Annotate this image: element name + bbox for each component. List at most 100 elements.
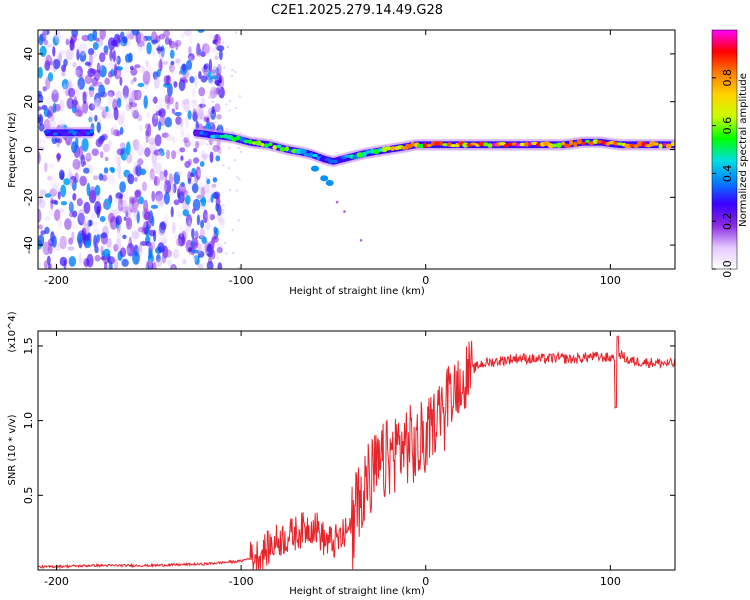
noise-blob	[197, 263, 204, 269]
noise-blob	[179, 224, 184, 238]
noise-blob	[156, 258, 163, 267]
noise-blob	[126, 247, 131, 254]
noise-dot	[224, 241, 227, 245]
noise-blob	[38, 234, 45, 247]
noise-blob	[126, 216, 131, 227]
noise-blob	[99, 216, 106, 222]
ridge-peak	[405, 143, 413, 149]
noise-blob	[194, 74, 198, 89]
noise-blob	[79, 50, 87, 63]
colorbar-tick-label: 0.2	[721, 212, 734, 230]
noise-blob	[166, 104, 170, 110]
noise-dot	[225, 252, 228, 255]
noise-blob	[194, 230, 199, 240]
noise-blob	[79, 42, 88, 56]
noise-blob	[198, 71, 202, 80]
y-tick-label: 40	[22, 47, 35, 61]
noise-blob	[72, 158, 81, 170]
noise-blob	[137, 44, 143, 52]
noise-blob	[134, 190, 141, 198]
noise-blob	[171, 150, 177, 160]
noise-blob	[146, 35, 152, 41]
noise-blob	[96, 121, 101, 134]
noise-blob	[89, 186, 97, 200]
ridge-peak	[248, 139, 253, 145]
noise-blob	[204, 184, 210, 193]
noise-blob	[86, 182, 91, 197]
noise-blob	[209, 214, 215, 221]
noise-dot	[238, 95, 241, 98]
noise-blob	[204, 182, 209, 188]
noise-blob	[212, 177, 218, 183]
noise-blob	[64, 218, 72, 231]
noise-dot	[216, 256, 219, 259]
noise-blob	[68, 256, 77, 267]
noise-blob	[122, 85, 130, 99]
noise-blob	[81, 227, 87, 241]
noise-blob	[117, 163, 122, 178]
noise-blob	[207, 71, 212, 78]
noise-blob	[166, 149, 170, 160]
noise-dot	[231, 229, 234, 232]
noise-blob	[196, 104, 201, 117]
noise-blob	[47, 72, 54, 82]
noise-blob	[179, 147, 186, 153]
ridge-peak	[52, 132, 59, 136]
noise-blob	[201, 236, 207, 244]
noise-blob	[39, 189, 47, 196]
noise-blob	[119, 142, 126, 149]
noise-blob	[186, 132, 190, 142]
noise-blob	[200, 219, 205, 229]
noise-blob	[177, 239, 186, 247]
noise-blob	[43, 260, 48, 269]
noise-blob	[122, 95, 127, 101]
noise-blob	[189, 76, 195, 84]
noise-blob	[187, 171, 192, 183]
noise-blob	[215, 242, 222, 255]
noise-blob	[55, 30, 61, 44]
noise-blob	[100, 151, 104, 159]
noise-blob	[155, 190, 163, 202]
noise-blob	[180, 103, 187, 110]
noise-blob	[151, 215, 155, 227]
noise-dot	[230, 74, 234, 78]
snr-y-axis-label: SNR (10 * v/v)	[7, 414, 18, 485]
noise-blob	[58, 119, 67, 127]
noise-blob	[148, 137, 156, 146]
noise-blob	[49, 208, 53, 216]
noise-dot	[234, 31, 238, 34]
noise-dot	[234, 70, 237, 74]
noise-blob	[137, 32, 145, 47]
ridge-peak	[422, 142, 428, 148]
noise-blob	[170, 49, 175, 59]
noise-blob	[143, 221, 149, 235]
noise-blob	[73, 69, 82, 77]
noise-blob	[90, 211, 96, 220]
noise-dot	[221, 211, 224, 214]
noise-blob	[175, 116, 182, 126]
noise-dot	[219, 82, 222, 86]
noise-blob	[129, 94, 136, 105]
noise-blob	[133, 139, 140, 151]
noise-blob	[107, 256, 115, 265]
noise-dot	[205, 176, 208, 179]
noise-blob	[195, 140, 200, 149]
noise-blob	[114, 197, 122, 203]
noise-blob	[116, 230, 122, 244]
noise-blob	[53, 209, 61, 221]
noise-blob	[158, 199, 163, 206]
noise-blob	[77, 38, 81, 53]
noise-blob	[94, 114, 98, 122]
noise-blob	[198, 87, 206, 97]
colorbar-ticks: 0.0 0.2 0.4 0.6 0.8	[712, 69, 734, 278]
noise-blob	[185, 214, 193, 227]
noise-blob	[211, 46, 218, 53]
ridge-peak	[670, 141, 675, 147]
noise-blob	[71, 231, 75, 240]
noise-dot	[223, 66, 226, 69]
noise-blob	[54, 103, 61, 112]
noise-blob	[192, 198, 201, 211]
noise-blob	[38, 113, 44, 126]
noise-blob	[133, 201, 139, 216]
